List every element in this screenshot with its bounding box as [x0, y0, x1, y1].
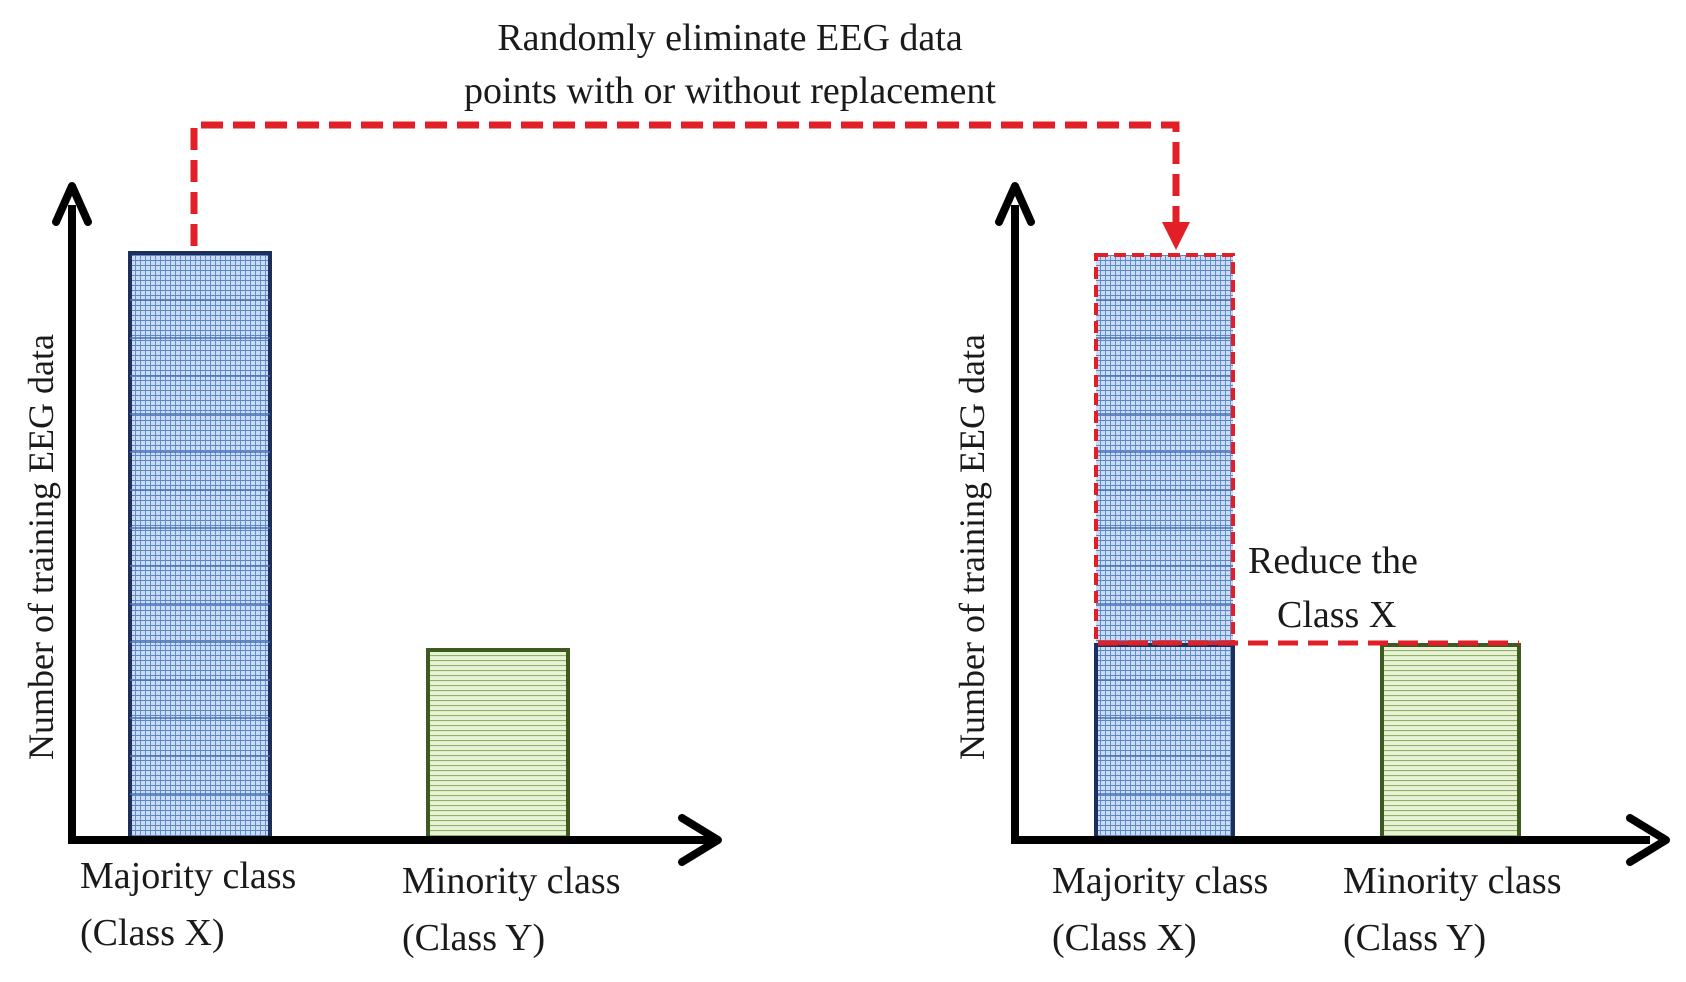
right-x-axis-arrowhead	[1626, 814, 1670, 866]
left-minority-bar	[426, 648, 570, 840]
left-y-axis-arrowhead	[52, 182, 92, 226]
right-y-axis-arrowhead	[995, 182, 1035, 226]
left-y-axis-label: Number of training EEG data	[21, 334, 61, 760]
left-majority-label-1: Majority class	[80, 855, 296, 897]
reduce-annotation-line-2: Class X	[1277, 594, 1396, 636]
right-majority-label-2: (Class X)	[1052, 917, 1197, 959]
right-minority-label-1: Minority class	[1343, 860, 1561, 902]
left-panel: Number of training EEG data Majority cla…	[21, 182, 722, 959]
right-y-axis-label: Number of training EEG data	[952, 334, 992, 760]
left-majority-bar-bands	[130, 299, 270, 795]
left-majority-bar	[128, 251, 272, 840]
reduce-annotation-line-1: Reduce the	[1248, 540, 1418, 582]
caption-line-1: Randomly eliminate EEG data	[497, 17, 963, 59]
right-majority-bar	[1094, 643, 1235, 840]
right-majority-removed-portion	[1096, 255, 1233, 643]
left-minority-label-2: (Class Y)	[402, 917, 545, 959]
right-panel: Number of training EEG data Reduce the C…	[952, 182, 1670, 959]
elimination-connector	[190, 121, 1180, 246]
right-minority-label-2: (Class Y)	[1343, 917, 1486, 959]
left-minority-label-1: Minority class	[402, 860, 620, 902]
caption-line-2: points with or without replacement	[464, 70, 996, 112]
right-minority-bar	[1380, 643, 1521, 840]
right-majority-label-1: Majority class	[1052, 860, 1268, 902]
elimination-connector-arrowhead	[1162, 222, 1190, 250]
left-x-axis-arrowhead	[678, 814, 722, 866]
left-majority-label-2: (Class X)	[80, 912, 225, 954]
right-majority-dashed-outline	[1094, 253, 1235, 645]
